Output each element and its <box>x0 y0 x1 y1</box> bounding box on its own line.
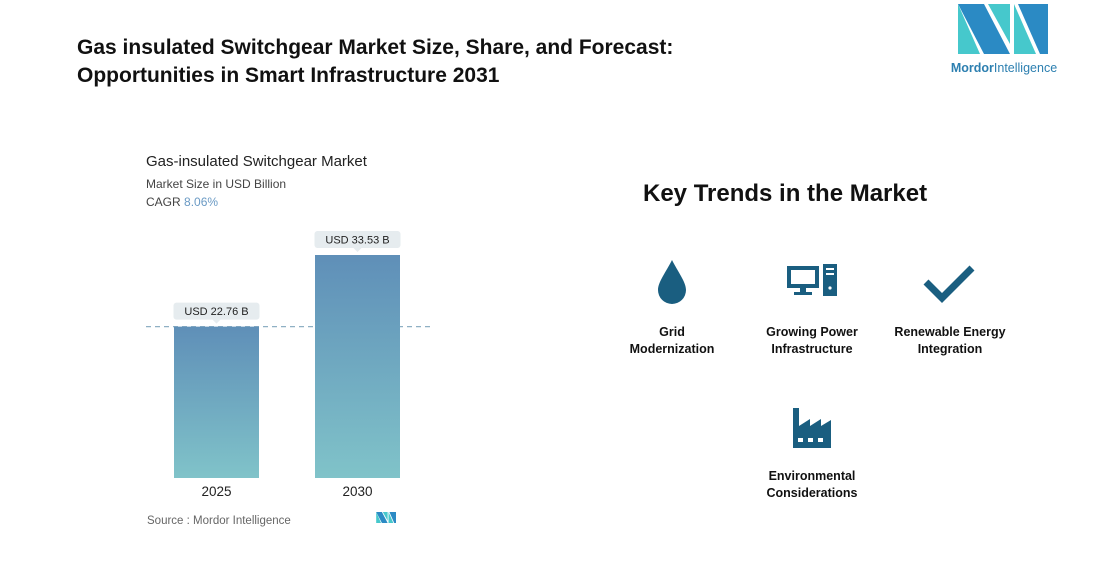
source-logo-icon <box>376 512 396 523</box>
trend-label-line1: Growing Power <box>766 325 858 339</box>
trend-grid-modernization: Grid Modernization <box>597 258 747 358</box>
x-tick-label: 2025 <box>201 484 231 499</box>
trend-environmental-considerations: Environmental Considerations <box>737 406 887 502</box>
factory-icon <box>793 408 831 448</box>
logo-brand-second: Intelligence <box>993 61 1058 75</box>
cagr-label: CAGR <box>146 195 181 209</box>
data-label: USD 22.76 B <box>184 306 248 318</box>
data-label-pointer <box>212 319 221 324</box>
mordor-intelligence-logo: MordorIntelligence <box>948 4 1060 75</box>
trend-label-line2: Modernization <box>629 342 715 356</box>
data-label-pointer <box>353 248 362 252</box>
trend-growing-power-infrastructure: Growing Power Infrastructure <box>737 262 887 358</box>
trend-label-line1: Renewable Energy <box>894 325 1006 339</box>
bar-2025 <box>174 326 259 478</box>
title-line-2: Opportunities in Smart Infrastructure 20… <box>77 64 500 87</box>
checkmark-icon <box>923 265 975 303</box>
bar-2030 <box>315 255 400 478</box>
chart-subtitle: Market Size in USD Billion <box>146 177 287 191</box>
data-label-bg <box>173 302 260 320</box>
logo-mark-icon <box>958 4 1048 54</box>
trend-label-line2: Integration <box>917 342 983 356</box>
title-line-1: Gas insulated Switchgear Market Size, Sh… <box>77 36 674 59</box>
key-trends-title: Key Trends in the Market <box>643 180 928 207</box>
trend-label-line2: Infrastructure <box>771 342 853 356</box>
trend-label-line1: Environmental <box>768 469 856 483</box>
logo-brand-first: Mordor <box>950 61 994 75</box>
data-label: USD 33.53 B <box>325 235 389 247</box>
chart-title: Gas-insulated Switchgear Market <box>146 153 367 170</box>
data-label-bg <box>314 231 401 248</box>
trend-renewable-energy-integration: Renewable Energy Integration <box>875 262 1025 358</box>
water-drop-icon <box>658 260 686 304</box>
cagr-value: 8.06% <box>184 195 219 209</box>
trend-label-line2: Considerations <box>766 486 858 500</box>
page-title: Gas insulated Switchgear Market Size, Sh… <box>77 34 673 90</box>
x-tick-label: 2030 <box>342 484 372 499</box>
chart-source: Source : Mordor Intelligence <box>147 515 291 527</box>
trend-label-line1: Grid <box>659 325 685 339</box>
chart-cagr: CAGR 8.06% <box>146 195 218 209</box>
computer-icon <box>787 264 837 296</box>
